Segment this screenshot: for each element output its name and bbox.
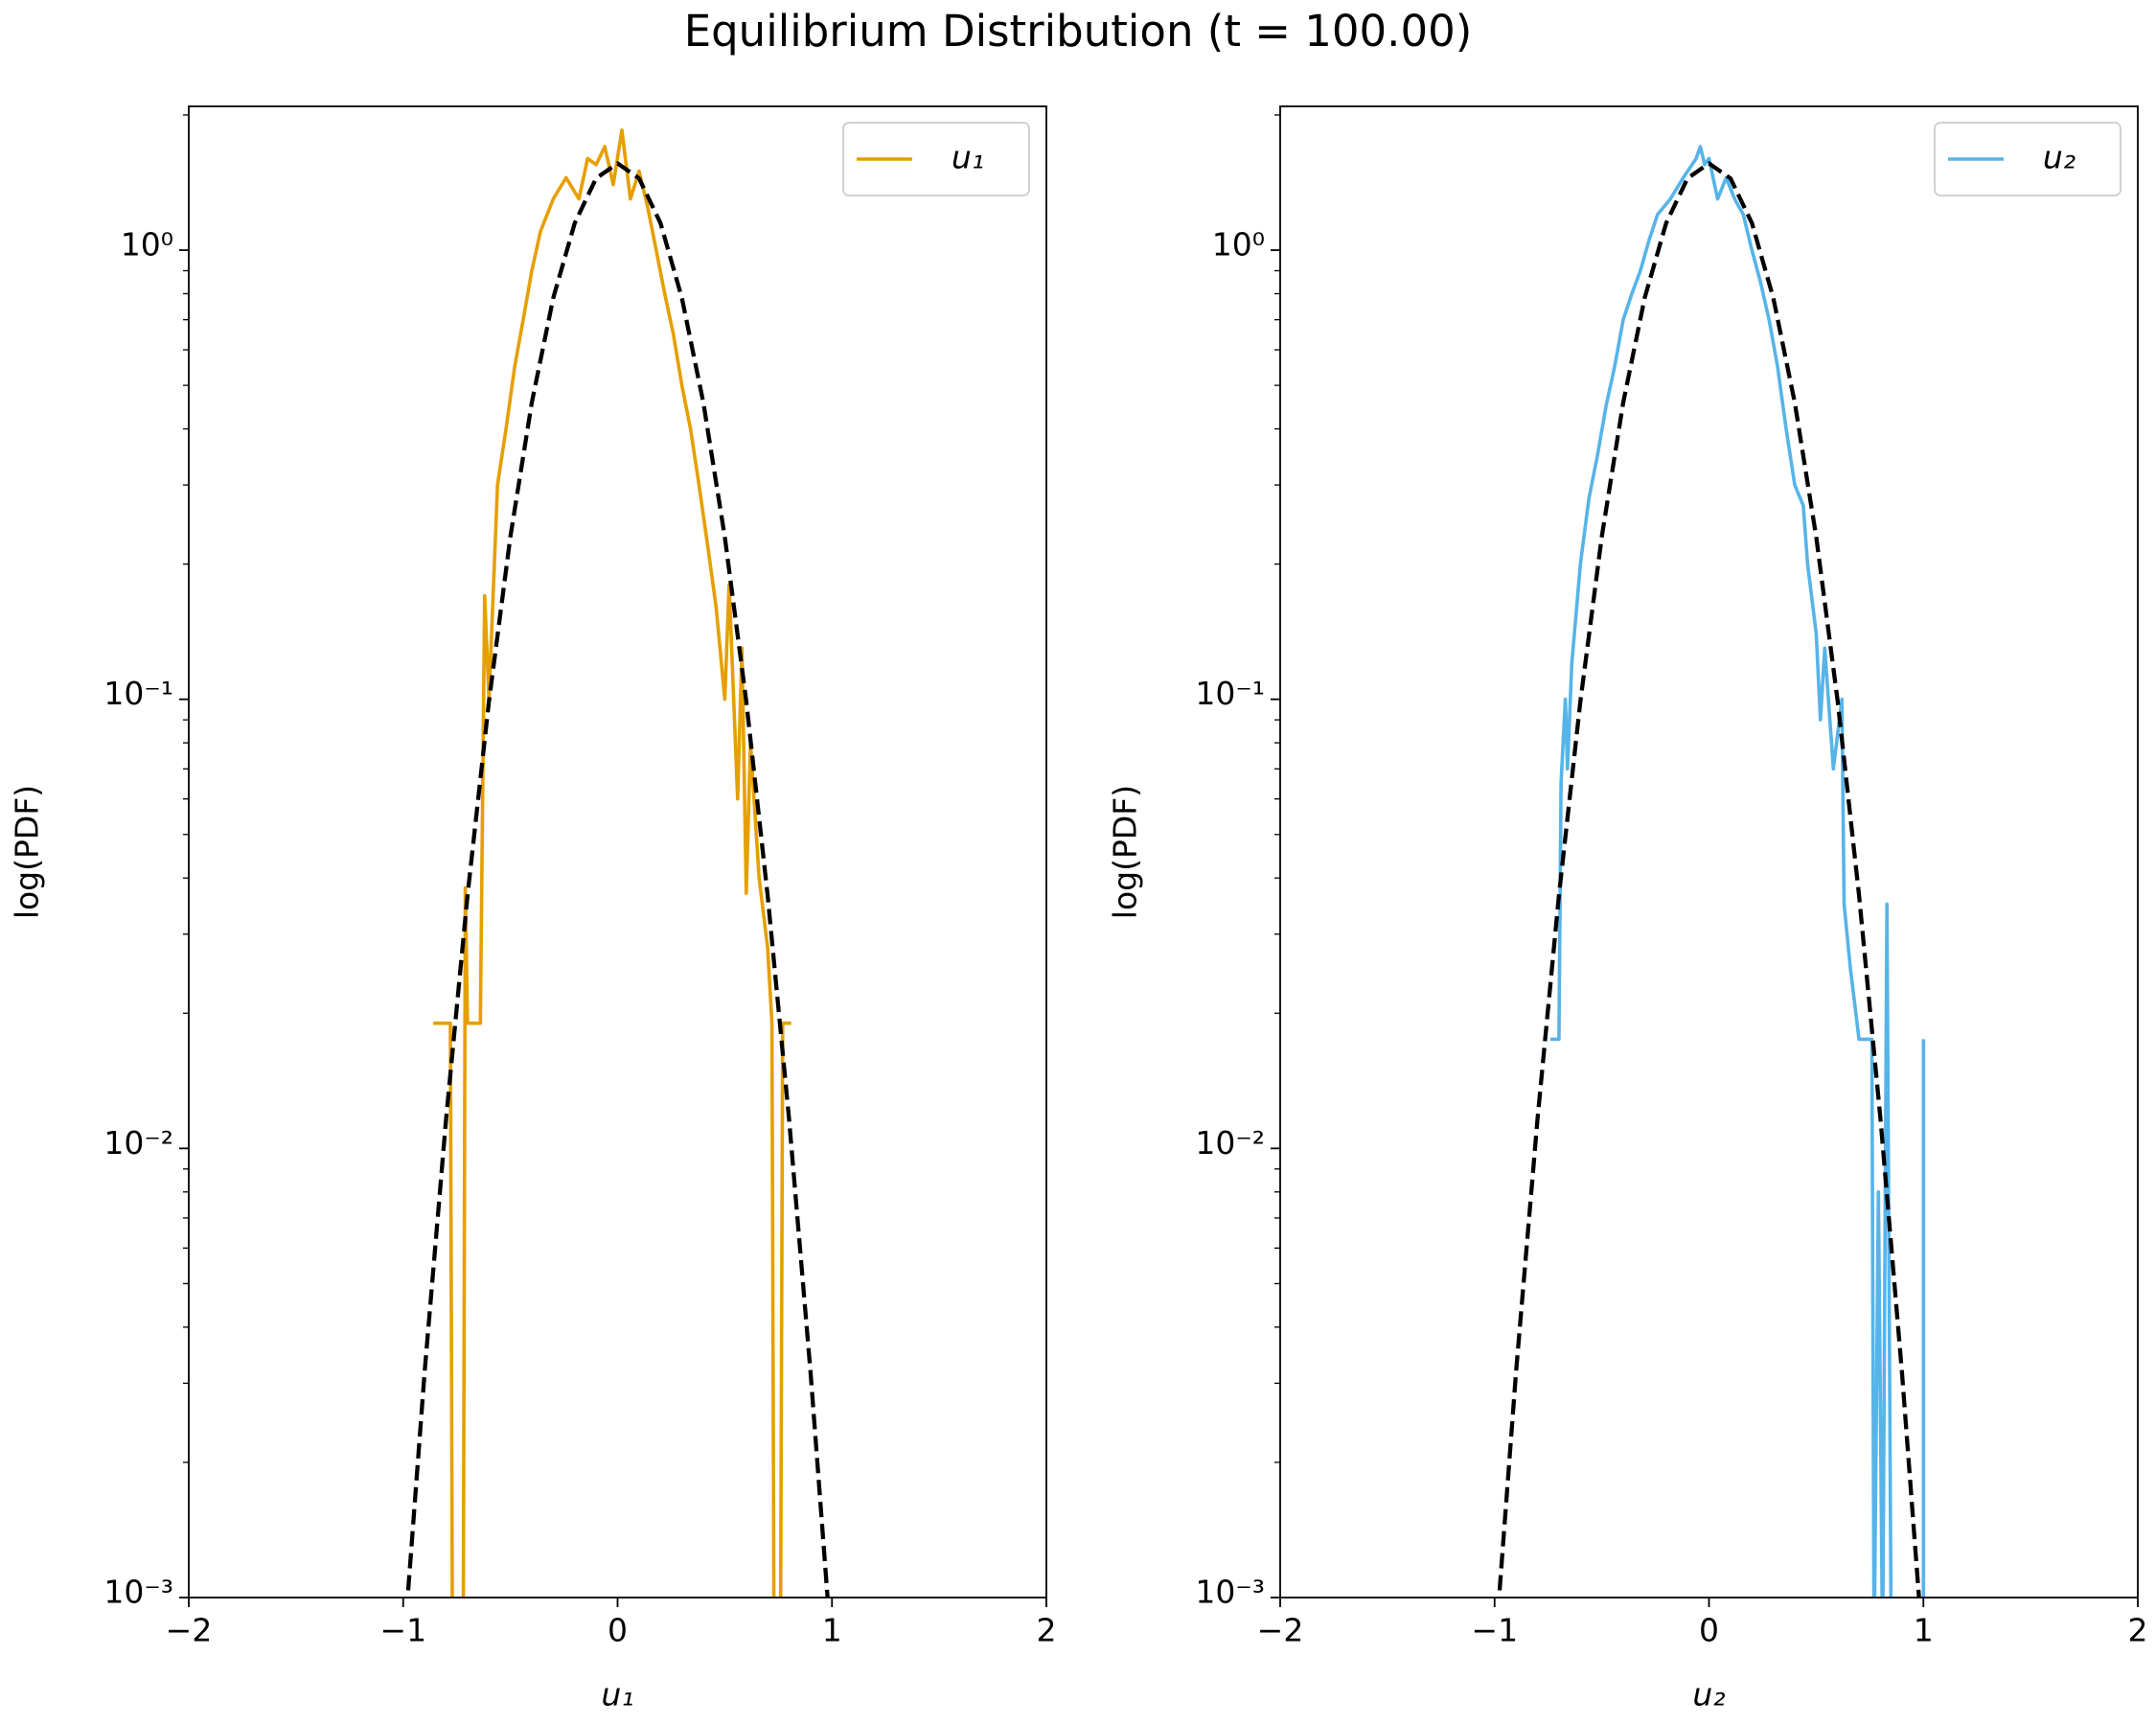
x-tick-label: 1 — [822, 1612, 842, 1649]
legend-box — [1934, 122, 2122, 196]
x-tick-label: 1 — [1914, 1612, 1934, 1649]
plot-area — [1497, 145, 1926, 1598]
figure-title: Equilibrium Distribution (t = 100.00) — [684, 6, 1473, 57]
x-axis-label: u₁ — [601, 1676, 633, 1714]
y-tick-label: 10⁰ — [121, 226, 173, 264]
y-tick-label: 10⁻¹ — [1195, 675, 1265, 712]
y-axis-label: log(PDF) — [9, 785, 46, 919]
axes-frame — [1279, 105, 2139, 1598]
y-tick-label: 10⁻³ — [103, 1574, 173, 1611]
x-tick-label: 0 — [608, 1612, 628, 1649]
x-tick-label: −1 — [1471, 1612, 1518, 1649]
x-tick-label: −2 — [1257, 1612, 1304, 1649]
legend-label: u₁ — [952, 139, 984, 176]
x-tick-label: −2 — [166, 1612, 213, 1649]
x-tick-label: −1 — [379, 1612, 426, 1649]
y-axis-label: log(PDF) — [1107, 785, 1144, 919]
plot-area — [405, 128, 830, 1598]
x-tick-label: 0 — [1699, 1612, 1719, 1649]
legend-label: u₂ — [2043, 139, 2076, 176]
legend-box — [842, 122, 1030, 196]
x-axis-label: u₂ — [1692, 1676, 1725, 1714]
data-line — [1549, 145, 1926, 1598]
y-tick-label: 10⁰ — [1212, 226, 1265, 264]
x-tick-label: 2 — [2128, 1612, 2148, 1649]
axes-frame — [188, 105, 1047, 1598]
y-tick-label: 10⁻² — [103, 1124, 173, 1162]
data-line — [433, 128, 791, 1598]
y-tick-label: 10⁻² — [1195, 1124, 1265, 1162]
y-tick-label: 10⁻³ — [1195, 1574, 1265, 1611]
x-tick-label: 2 — [1037, 1612, 1057, 1649]
fit-line — [1497, 161, 1921, 1598]
y-tick-label: 10⁻¹ — [103, 675, 173, 712]
fit-line — [405, 161, 830, 1598]
